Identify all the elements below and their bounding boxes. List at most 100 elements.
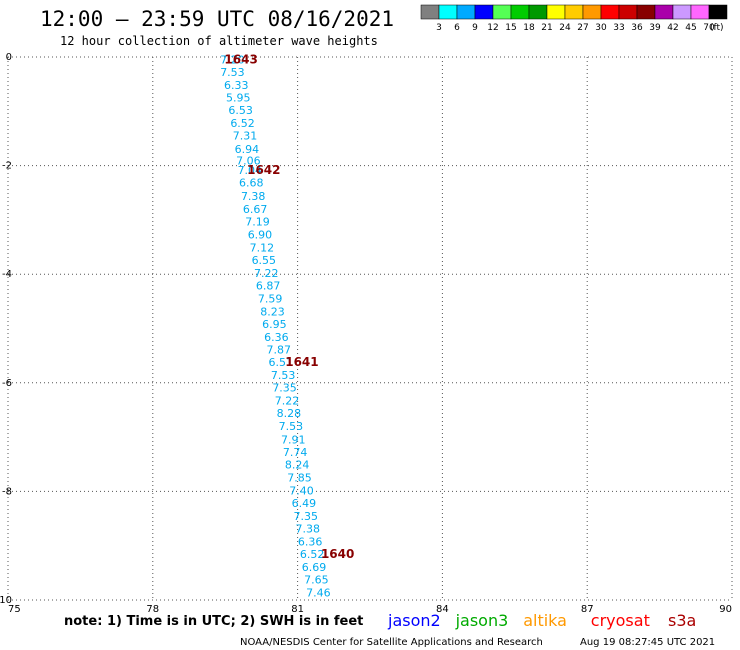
y-tick-label: -10	[0, 595, 12, 606]
wave-height-label: 8.28	[277, 407, 302, 420]
wave-height-label: 7.53	[279, 420, 304, 433]
plot-grid	[7, 56, 733, 601]
legend-label: 6	[454, 23, 460, 33]
wave-height-label: 7.19	[245, 216, 270, 229]
wave-height-label: 7.65	[304, 573, 329, 586]
wave-height-label: 7.35	[272, 382, 297, 395]
x-tick-label: 78	[146, 604, 159, 615]
wave-height-label: 7.06	[236, 155, 261, 168]
legend-swatch	[492, 4, 512, 20]
pass-time-label: 1640	[321, 547, 354, 561]
legend-label: 21	[541, 23, 552, 33]
x-tick-label: 75	[8, 604, 21, 615]
legend-label: 39	[649, 23, 661, 33]
legend-unit: (ft)	[710, 23, 724, 33]
y-tick-label: -6	[2, 378, 12, 389]
x-axis-ticks: 75 78 81 84 87 90	[8, 604, 732, 615]
legend-swatch	[528, 4, 548, 20]
wave-height-label: 6.95	[262, 318, 287, 331]
y-axis-ticks: 0 -2 -4 -6 -8 -10	[0, 52, 12, 606]
legend-swatch	[474, 4, 494, 20]
satellite-name: altika	[523, 611, 567, 630]
wave-height-label: 6.53	[228, 104, 253, 117]
legend-swatch	[600, 4, 620, 20]
legend-label: 70	[703, 23, 715, 33]
x-tick-label: 87	[581, 604, 594, 615]
legend-label: 9	[472, 23, 478, 33]
wave-height-label: 7.53	[271, 369, 296, 382]
legend-label: 30	[595, 23, 607, 33]
wave-height-label: 6.49	[292, 497, 317, 510]
footer-note: note: 1) Time is in UTC; 2) SWH is in fe…	[64, 614, 363, 629]
footer-credit: NOAA/NESDIS Center for Satellite Applica…	[240, 637, 543, 648]
wave-height-label: 7.12	[250, 242, 275, 255]
y-tick-label: 0	[6, 52, 12, 63]
wave-height-label: 6.68	[239, 176, 264, 189]
legend-swatch	[564, 4, 584, 20]
satellite-name: jason3	[455, 611, 509, 630]
wave-height-label: 8.23	[260, 306, 285, 319]
wave-height-label: 7.35	[294, 510, 319, 523]
legend-label: 18	[523, 23, 535, 33]
legend-label: 45	[685, 23, 696, 33]
legend-swatch	[582, 4, 602, 20]
wave-height-label: 7.46	[306, 586, 331, 599]
legend-swatch	[420, 4, 440, 20]
wave-height-label: 6.67	[243, 203, 268, 216]
y-tick-label: -2	[2, 161, 12, 172]
legend-swatch	[636, 4, 656, 20]
legend-label: 27	[577, 23, 588, 33]
wave-height-label: 7.31	[233, 130, 258, 143]
satellite-key: jason2 jason3 altika cryosat s3a	[387, 611, 696, 630]
wave-height-label: 5.95	[226, 92, 251, 105]
wave-height-label: 6.90	[248, 229, 273, 242]
legend-swatch	[672, 4, 692, 20]
legend-swatch	[690, 4, 710, 20]
wave-height-label: 6.52	[300, 548, 325, 561]
legend-label: 15	[505, 23, 516, 33]
satellite-name: jason2	[387, 611, 441, 630]
wave-height-label: 6.55	[252, 254, 277, 267]
footer-timestamp: Aug 19 08:27:45 UTC 2021	[580, 637, 715, 648]
wave-height-label: 7.22	[275, 395, 300, 408]
wave-height-label: 7.04	[238, 164, 263, 177]
legend-label: 36	[631, 23, 643, 33]
wave-height-label: 6.36	[298, 535, 323, 548]
wave-height-label: 7.53	[220, 66, 245, 79]
wave-height-label: 6.94	[235, 143, 260, 156]
legend-label: 12	[487, 23, 498, 33]
wave-height-label: 7.59	[258, 293, 283, 306]
wave-height-label: 7.22	[254, 267, 279, 280]
legend-swatch	[654, 4, 674, 20]
wave-height-label: 6.87	[256, 280, 281, 293]
legend-swatch	[510, 4, 530, 20]
wave-height-label: 7.38	[241, 190, 266, 203]
wave-height-label: 8.24	[285, 458, 310, 471]
legend-label: 3	[436, 23, 442, 33]
wave-height-label: 6.51	[268, 356, 293, 369]
x-tick-label: 84	[436, 604, 449, 615]
x-tick-label: 90	[719, 604, 732, 615]
chart-subtitle: 12 hour collection of altimeter wave hei…	[60, 34, 378, 48]
wave-height-label: 7.40	[289, 484, 314, 497]
legend-swatch	[618, 4, 638, 20]
pass-time-labels: 1643 1642 1641 1640	[224, 53, 354, 561]
wave-height-label: 7.91	[281, 433, 306, 446]
wave-height-label: 7.74	[283, 446, 308, 459]
wave-height-label: 7.87	[267, 344, 292, 357]
legend-label: 33	[613, 23, 624, 33]
satellite-name: s3a	[668, 611, 696, 630]
wave-height-label: 6.52	[230, 117, 255, 130]
satellite-name: cryosat	[591, 611, 650, 630]
legend-label: 24	[559, 23, 571, 33]
color-legend: 3 6 9 12 15 18 21 24 27 30 33 36 39 42 45 70	[420, 4, 728, 33]
legend-swatch	[708, 4, 728, 20]
wave-height-label: 6.33	[224, 79, 249, 92]
chart-title: 12:00 – 23:59 UTC 08/16/2021	[40, 7, 394, 31]
wave-height-label: 6.36	[264, 331, 289, 344]
wave-height-points: 7.207.536.335.956.536.527.316.947.067.04…	[220, 54, 330, 600]
legend-swatch	[546, 4, 566, 20]
legend-swatch	[456, 4, 476, 20]
legend-swatch	[438, 4, 458, 20]
